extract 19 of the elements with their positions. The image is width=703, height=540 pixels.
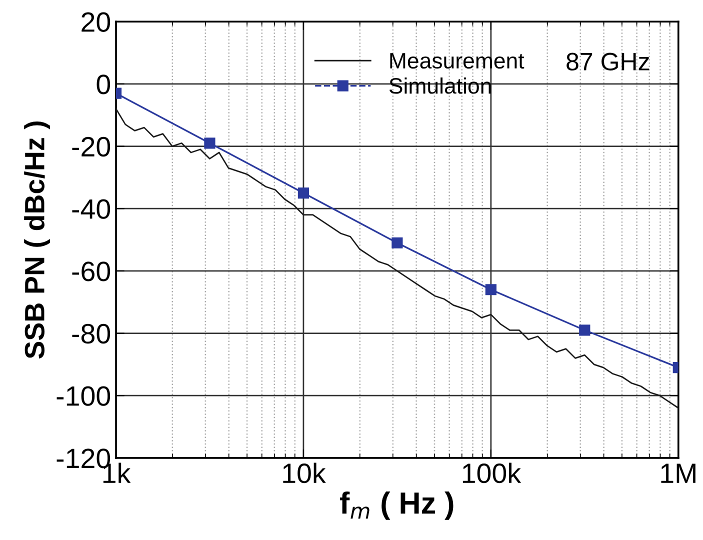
annotation: 87 GHz bbox=[566, 52, 650, 71]
y-tick-label: -20 bbox=[72, 136, 110, 157]
line-series bbox=[116, 108, 678, 409]
point bbox=[204, 138, 216, 149]
y-tick-label: -40 bbox=[72, 199, 110, 219]
x-tick-label: 100k bbox=[462, 462, 522, 484]
y-tick-label: -100 bbox=[56, 386, 110, 406]
point bbox=[485, 284, 496, 296]
point bbox=[392, 237, 403, 248]
x-tick-label: 1M bbox=[661, 464, 696, 483]
y-tick-label: 0 bbox=[96, 74, 110, 94]
point bbox=[579, 324, 590, 336]
x-tick-label: 10k bbox=[283, 462, 326, 484]
y-tick-label: -60 bbox=[72, 262, 110, 282]
point bbox=[298, 187, 310, 199]
y-tick-label: 20 bbox=[82, 12, 110, 32]
y-tick-label: -80 bbox=[72, 324, 110, 344]
x-axis-title: f$_{m}$ ( Hz ) bbox=[340, 491, 454, 520]
y-axis-title: SSB PN ( dBc/Hz ) bbox=[24, 122, 50, 359]
